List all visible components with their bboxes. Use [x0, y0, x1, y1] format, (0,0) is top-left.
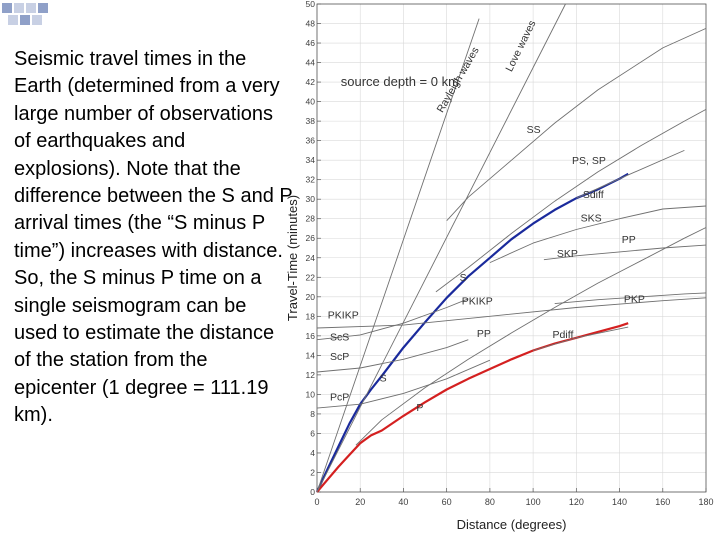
- travel-time-chart: 0246810121416182022242628303234363840424…: [286, 0, 714, 532]
- y-tick-label: 34: [306, 155, 316, 165]
- series-line-p: [316, 322, 629, 493]
- y-tick-label: 26: [306, 233, 316, 243]
- corner-squares-icon: [0, 0, 72, 36]
- y-axis-title: Travel-Time (minutes): [286, 195, 300, 321]
- phase-label: ScS: [330, 332, 349, 344]
- y-tick-label: 38: [306, 116, 316, 126]
- x-tick-label: 100: [526, 497, 541, 507]
- phase-label: Sdiff: [583, 189, 604, 201]
- x-tick-label: 140: [612, 497, 627, 507]
- y-tick-label: 4: [310, 448, 315, 458]
- y-tick-label: 16: [306, 331, 316, 341]
- series-line-scs: [316, 298, 469, 341]
- y-tick-label: 30: [306, 194, 316, 204]
- plot-frame: [316, 3, 707, 493]
- decor-square: [14, 3, 24, 13]
- phase-label: PcP: [330, 391, 349, 403]
- series-line-ps-sp: [435, 109, 707, 293]
- phase-label: Pdiff: [553, 329, 574, 341]
- y-tick-label: 20: [306, 292, 316, 302]
- x-tick-label: 120: [569, 497, 584, 507]
- y-tick-label: 14: [306, 350, 316, 360]
- x-tick-label: 180: [698, 497, 713, 507]
- y-tick-label: 42: [306, 77, 316, 87]
- phase-label: S: [460, 272, 467, 284]
- phase-label: PKIKP: [328, 309, 359, 321]
- y-tick-label: 40: [306, 97, 316, 107]
- source-depth-annotation: source depth = 0 km: [341, 74, 459, 89]
- phase-label: ScP: [330, 351, 349, 363]
- phase-label: PP: [622, 234, 636, 246]
- decor-square: [32, 15, 42, 25]
- phase-label: S: [380, 373, 387, 385]
- y-tick-label: 22: [306, 272, 316, 282]
- series-line-rayleigh-waves: [316, 18, 480, 493]
- y-tick-label: 28: [306, 214, 316, 224]
- phase-label: PKIKP: [462, 296, 493, 308]
- phase-label: SKS: [581, 213, 602, 225]
- y-tick-label: 36: [306, 136, 316, 146]
- series-line-sdiff: [576, 149, 685, 199]
- series-line-ss: [446, 27, 707, 222]
- phase-label: PS, SP: [572, 155, 606, 167]
- phase-label: P: [416, 402, 423, 414]
- y-tick-label: 50: [306, 0, 316, 9]
- y-tick-label: 24: [306, 253, 316, 263]
- series-line-pp: [355, 227, 707, 446]
- x-tick-label: 160: [655, 497, 670, 507]
- decor-square: [38, 3, 48, 13]
- phase-label: SKP: [557, 248, 578, 260]
- decor-square: [8, 15, 18, 25]
- y-tick-label: 2: [310, 467, 315, 477]
- slide-body-text: Seismic travel times in the Earth (deter…: [14, 48, 293, 427]
- y-tick-label: 48: [306, 19, 316, 29]
- y-tick-label: 6: [310, 428, 315, 438]
- x-tick-label: 20: [355, 497, 365, 507]
- y-tick-label: 8: [310, 409, 315, 419]
- decor-square: [2, 3, 12, 13]
- series-line-pkp: [554, 292, 707, 305]
- x-tick-label: 40: [398, 497, 408, 507]
- series-line-skp: [543, 244, 707, 261]
- x-axis-title: Distance (degrees): [457, 517, 567, 532]
- series-line-love-waves: [316, 3, 566, 493]
- phase-label: PP: [477, 328, 491, 340]
- phase-label: PKP: [624, 294, 645, 306]
- y-tick-label: 18: [306, 311, 316, 321]
- y-tick-label: 12: [306, 370, 316, 380]
- series-line-pcp: [316, 359, 491, 409]
- phase-label: SS: [527, 124, 541, 136]
- y-tick-label: 46: [306, 38, 316, 48]
- series-line-pdiff: [532, 326, 629, 351]
- series-line-pkikp: [316, 297, 707, 329]
- y-tick-label: 44: [306, 58, 316, 68]
- x-tick-label: 0: [314, 497, 319, 507]
- y-tick-label: 0: [310, 487, 315, 497]
- x-tick-label: 80: [485, 497, 495, 507]
- series-line-scp: [316, 339, 469, 373]
- y-tick-label: 10: [306, 389, 316, 399]
- decor-square: [26, 3, 36, 13]
- series-line-sks: [489, 205, 707, 264]
- y-tick-label: 32: [306, 175, 316, 185]
- decor-square: [20, 15, 30, 25]
- x-tick-label: 60: [442, 497, 452, 507]
